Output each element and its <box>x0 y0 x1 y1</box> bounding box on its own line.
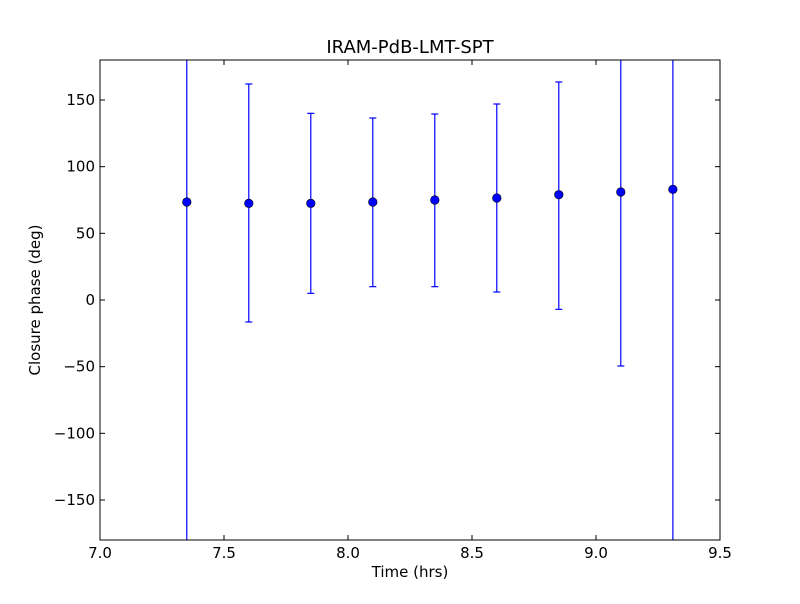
y-tick-label: 50 <box>76 224 95 242</box>
x-axis-label: Time (hrs) <box>371 563 449 581</box>
data-point <box>430 195 440 205</box>
x-tick-label: 9.5 <box>708 544 732 562</box>
y-tick-label: −50 <box>63 358 95 376</box>
y-tick-label: 150 <box>66 91 95 109</box>
x-tick-label: 7.5 <box>212 544 236 562</box>
x-tick-label: 7.0 <box>88 544 112 562</box>
chart-title: IRAM-PdB-LMT-SPT <box>326 37 494 58</box>
data-point <box>492 193 502 203</box>
x-tick-label: 8.0 <box>336 544 360 562</box>
y-tick-label: −150 <box>54 491 95 509</box>
x-tick-label: 8.5 <box>460 544 484 562</box>
chart-marks <box>182 60 678 540</box>
plot-area-frame <box>99 59 721 541</box>
y-tick-label: 0 <box>85 291 95 309</box>
y-tick-label: 100 <box>66 158 95 176</box>
data-point <box>668 184 678 194</box>
data-point <box>554 190 564 200</box>
data-point <box>306 198 316 208</box>
axis-ticks: 7.0 7.5 8.0 8.5 9.0 9.5 −150 −100 −50 0 50 100 150 <box>54 60 732 562</box>
y-axis-label: Closure phase (deg) <box>26 225 44 376</box>
data-point <box>616 187 626 197</box>
data-point <box>244 198 254 208</box>
x-tick-label: 9.0 <box>584 544 608 562</box>
data-point <box>182 197 192 207</box>
y-tick-label: −100 <box>54 424 95 442</box>
data-point <box>368 197 378 207</box>
